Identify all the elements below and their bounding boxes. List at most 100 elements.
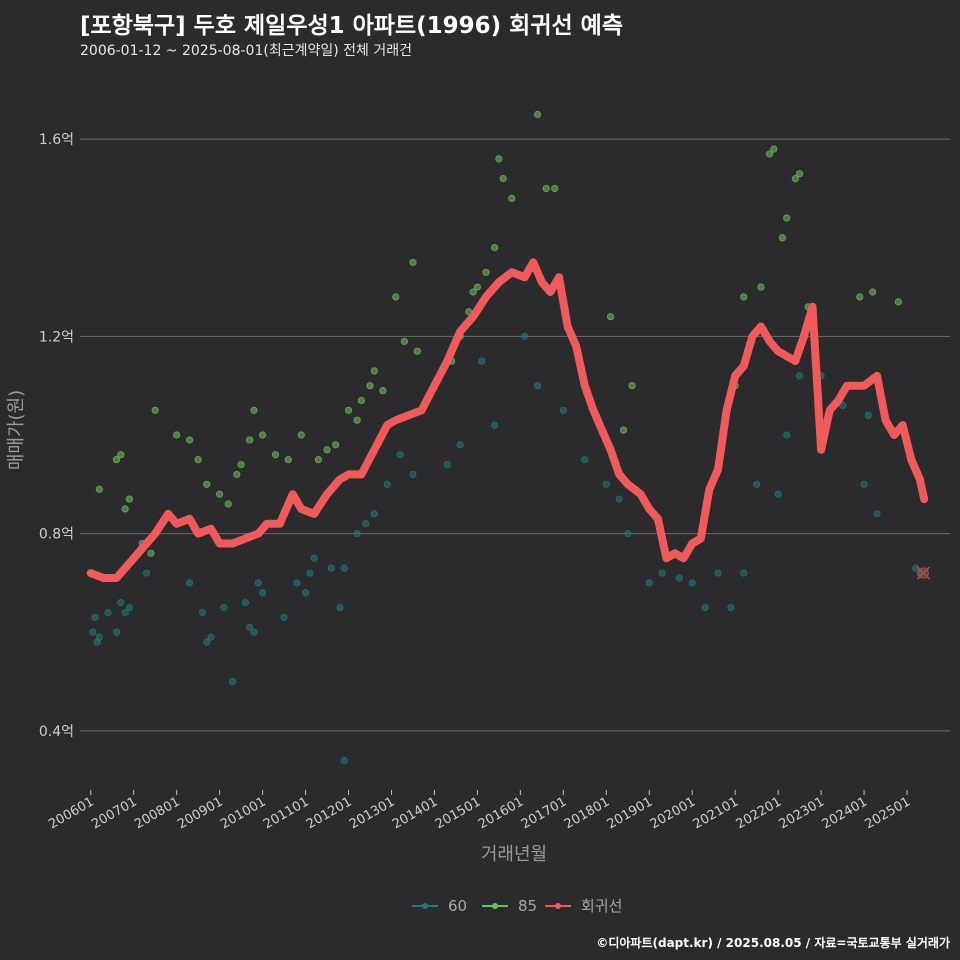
s60-point <box>125 603 134 612</box>
legend-swatch-dot <box>492 903 498 909</box>
x-tick-label: 200801 <box>132 794 182 832</box>
x-tick-label: 202401 <box>820 794 870 832</box>
y-tick-label: 0.4억 <box>39 724 74 740</box>
s85-point <box>770 145 778 153</box>
s60-point <box>370 510 378 518</box>
s85-point <box>740 293 748 301</box>
s85-point <box>379 387 387 395</box>
s85-point <box>323 446 331 454</box>
s60-point <box>340 564 348 572</box>
s85-point <box>469 288 477 296</box>
s85-point <box>314 456 323 464</box>
s85-point <box>112 456 121 464</box>
s60-point <box>89 628 97 636</box>
s60-point <box>675 574 683 582</box>
s60-point <box>838 401 847 410</box>
x-tick-label: 202301 <box>777 794 827 832</box>
x-tick-label: 201601 <box>476 794 526 832</box>
s60-point <box>121 608 129 617</box>
s60-point <box>117 599 125 607</box>
s60-point <box>185 579 194 587</box>
s85-point <box>173 431 181 439</box>
x-tick-label: 202201 <box>734 794 784 832</box>
s60-point <box>112 628 121 636</box>
s60-point <box>581 456 589 464</box>
s85-point <box>765 150 774 158</box>
x-tick-label: 201701 <box>519 794 569 832</box>
s85-point <box>250 406 258 414</box>
regression-line <box>86 258 929 582</box>
s85-point <box>353 416 361 424</box>
s85-point <box>233 470 241 479</box>
s60-point <box>624 530 632 538</box>
x-tick-label: 200601 <box>46 794 96 832</box>
s85-point <box>185 436 194 444</box>
s85-point <box>216 490 224 498</box>
y-tick-label: 1.2억 <box>39 329 74 345</box>
s60-point <box>796 372 804 380</box>
s60-point <box>602 480 610 488</box>
x-tick-label: 201301 <box>347 794 397 832</box>
legend: 60 85 회귀선 <box>412 897 622 915</box>
s60-point <box>104 608 112 617</box>
footer-credit: ©디아파트(dapt.kr) / 2025.08.05 / 자료=국토교통부 실… <box>596 936 950 950</box>
s60-point <box>353 530 361 538</box>
s60-point <box>203 638 211 646</box>
s60-point <box>864 411 872 419</box>
s60-point <box>327 564 335 572</box>
y-tick-label: 0.8억 <box>39 527 74 543</box>
s60-point <box>362 520 370 528</box>
s60-point <box>478 357 486 365</box>
s85-point <box>147 549 155 557</box>
s85-point <box>783 214 791 222</box>
s85-point <box>224 500 232 508</box>
x-tick-label: 202001 <box>648 794 698 832</box>
s60-point <box>615 495 623 503</box>
x-tick-label: 200901 <box>175 794 225 832</box>
s85-point <box>121 505 129 513</box>
legend-label: 회귀선 <box>581 897 622 915</box>
s60-point <box>753 480 761 488</box>
legend-swatch-dot <box>555 903 561 909</box>
s60-point <box>774 490 782 498</box>
s85-point <box>778 234 787 242</box>
s60-point <box>645 579 653 587</box>
s85-point <box>125 495 134 503</box>
legend-label: 85 <box>518 897 537 915</box>
x-tick-label: 201001 <box>218 794 268 832</box>
s60-point <box>521 332 529 340</box>
s85-point <box>246 436 254 444</box>
s60-point <box>860 480 868 488</box>
s85-point <box>495 155 503 163</box>
s60-point <box>254 579 262 587</box>
s60-point <box>727 603 735 612</box>
s60-point <box>301 589 310 597</box>
s60-point <box>220 603 228 612</box>
x-tick-label: 202101 <box>691 794 741 832</box>
s60-point <box>490 421 499 429</box>
s85-point <box>392 293 400 301</box>
s85-point <box>370 367 378 375</box>
y-tick-label: 1.6억 <box>39 132 74 148</box>
s85-point <box>482 268 490 276</box>
x-tick-label: 201801 <box>562 794 612 832</box>
s85-point <box>542 184 550 193</box>
s60-point <box>142 569 151 577</box>
x-tick-label: 201501 <box>433 794 483 832</box>
s85-point <box>194 456 202 464</box>
s85-point <box>796 170 804 178</box>
s60-point <box>409 470 417 479</box>
s60-point <box>207 633 215 641</box>
s85-point <box>332 441 340 449</box>
chart-title: [포항북구] 두호 제일우성1 아파트(1996) 회귀선 예측 <box>80 13 623 39</box>
s60-point <box>714 569 722 577</box>
s60-point <box>336 603 344 612</box>
prediction-cross-b <box>916 566 930 580</box>
s85-point <box>757 283 765 291</box>
y-axis-label: 매매가(원) <box>6 390 27 470</box>
s60-point <box>740 569 748 577</box>
s60-point <box>250 628 258 636</box>
s60-point <box>310 554 318 562</box>
s85-point <box>490 244 499 252</box>
